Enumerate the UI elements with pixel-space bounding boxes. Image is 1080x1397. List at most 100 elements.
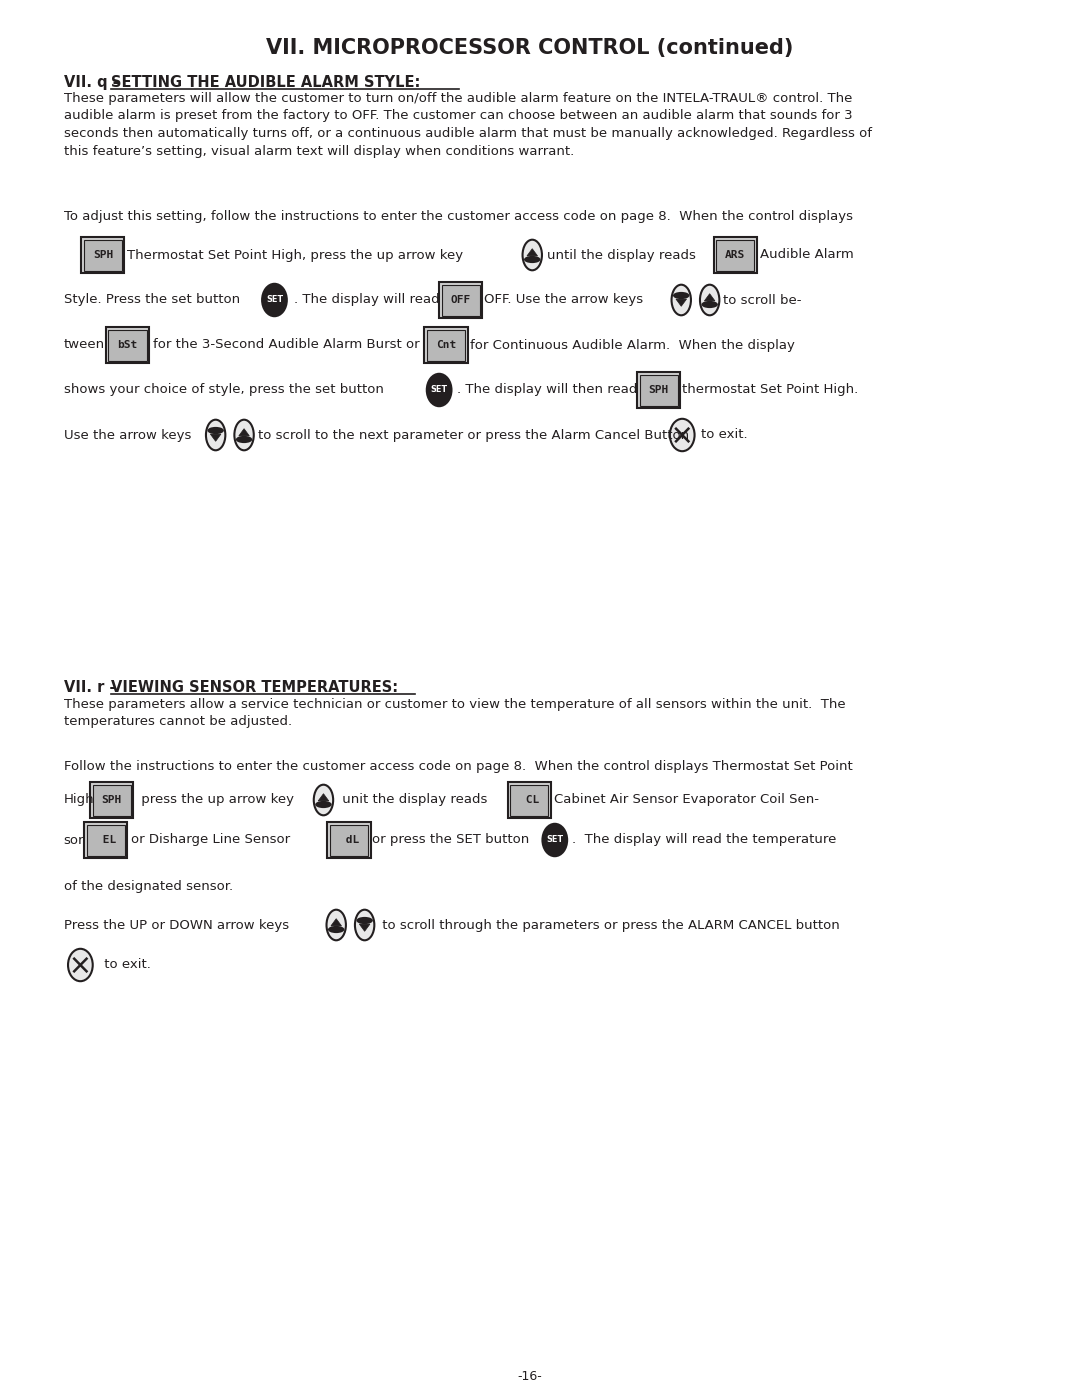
Polygon shape [330,919,341,926]
Ellipse shape [234,419,254,450]
Text: to scroll through the parameters or press the ALARM CANCEL button: to scroll through the parameters or pres… [378,918,840,932]
FancyBboxPatch shape [108,330,147,360]
Polygon shape [704,293,715,300]
Text: tween: tween [64,338,105,352]
FancyBboxPatch shape [424,327,468,363]
Text: Cabinet Air Sensor Evaporator Coil Sen-: Cabinet Air Sensor Evaporator Coil Sen- [554,793,819,806]
Text: SPH: SPH [93,250,113,260]
Text: of the designated sensor.: of the designated sensor. [64,880,233,893]
Text: unit the display reads: unit the display reads [338,793,487,806]
FancyBboxPatch shape [508,782,551,819]
Ellipse shape [235,436,253,443]
Text: Style. Press the set button: Style. Press the set button [64,293,240,306]
Ellipse shape [672,285,691,316]
Ellipse shape [355,909,375,940]
Text: VII. q -: VII. q - [64,75,123,89]
Text: Cnt: Cnt [436,339,456,351]
FancyBboxPatch shape [90,782,133,819]
FancyBboxPatch shape [442,285,480,316]
FancyBboxPatch shape [440,282,483,319]
Ellipse shape [314,785,333,816]
Polygon shape [319,793,328,800]
Text: to exit.: to exit. [100,958,151,971]
Text: . The display will read: . The display will read [294,293,440,306]
Text: Press the UP or DOWN arrow keys: Press the UP or DOWN arrow keys [64,918,288,932]
Text: Audible Alarm: Audible Alarm [759,249,853,261]
FancyBboxPatch shape [510,785,549,816]
Ellipse shape [673,292,689,299]
FancyBboxPatch shape [86,824,125,855]
FancyBboxPatch shape [329,824,368,855]
Text: to scroll to the next parameter or press the Alarm Cancel Button: to scroll to the next parameter or press… [258,429,689,441]
FancyBboxPatch shape [639,374,678,405]
Text: To adjust this setting, follow the instructions to enter the customer access cod: To adjust this setting, follow the instr… [64,210,853,224]
Text: shows your choice of style, press the set button: shows your choice of style, press the se… [64,384,383,397]
Polygon shape [360,923,370,932]
Text: -16-: -16- [517,1370,542,1383]
Text: ARS: ARS [725,250,745,260]
Ellipse shape [701,300,718,309]
Text: VII. r -: VII. r - [64,680,120,694]
Ellipse shape [326,909,346,940]
Ellipse shape [328,926,345,933]
Polygon shape [676,299,687,306]
FancyBboxPatch shape [714,237,757,272]
Text: CL: CL [519,795,539,805]
Ellipse shape [700,285,719,316]
Ellipse shape [356,916,373,923]
Text: bSt: bSt [118,339,137,351]
Text: EL: EL [96,835,116,845]
FancyBboxPatch shape [84,821,127,858]
Text: SET: SET [266,296,283,305]
Polygon shape [211,434,221,441]
Text: VIEWING SENSOR TEMPERATURES:: VIEWING SENSOR TEMPERATURES: [111,680,397,694]
Text: to scroll be-: to scroll be- [724,293,801,306]
Text: Use the arrow keys: Use the arrow keys [64,429,191,441]
Ellipse shape [207,427,224,434]
Text: OFF: OFF [450,295,471,305]
Ellipse shape [206,419,226,450]
Ellipse shape [542,824,567,856]
Ellipse shape [262,284,287,316]
Text: SPH: SPH [649,386,669,395]
Ellipse shape [68,949,93,981]
Text: for the 3-Second Audible Alarm Burst or: for the 3-Second Audible Alarm Burst or [153,338,419,352]
Text: press the up arrow key: press the up arrow key [137,793,294,806]
FancyBboxPatch shape [81,237,124,272]
Polygon shape [527,249,538,256]
Ellipse shape [315,800,332,807]
Ellipse shape [523,240,542,270]
Text: SETTING THE AUDIBLE ALARM STYLE:: SETTING THE AUDIBLE ALARM STYLE: [111,75,420,89]
Text: SPH: SPH [102,795,122,805]
Text: .  The display will read the temperature: . The display will read the temperature [572,834,837,847]
Text: SET: SET [546,835,564,845]
FancyBboxPatch shape [327,821,370,858]
Ellipse shape [524,256,540,263]
FancyBboxPatch shape [716,239,754,271]
FancyBboxPatch shape [84,239,122,271]
Text: SET: SET [431,386,448,394]
Text: VII. MICROPROCESSOR CONTROL (continued): VII. MICROPROCESSOR CONTROL (continued) [266,38,793,59]
Text: Follow the instructions to enter the customer access code on page 8.  When the c: Follow the instructions to enter the cus… [64,760,852,773]
Text: OFF. Use the arrow keys: OFF. Use the arrow keys [484,293,644,306]
FancyBboxPatch shape [106,327,149,363]
Text: or Disharge Line Sensor: or Disharge Line Sensor [132,834,291,847]
FancyBboxPatch shape [637,372,680,408]
Text: or press the SET button: or press the SET button [373,834,529,847]
Text: for Continuous Audible Alarm.  When the display: for Continuous Audible Alarm. When the d… [471,338,795,352]
FancyBboxPatch shape [427,330,465,360]
Polygon shape [239,429,249,436]
Ellipse shape [427,374,451,407]
Text: . The display will then read: . The display will then read [457,384,637,397]
Text: Thermostat Set Point High, press the up arrow key: Thermostat Set Point High, press the up … [127,249,463,261]
FancyBboxPatch shape [93,785,131,816]
Text: until the display reads: until the display reads [546,249,696,261]
Ellipse shape [670,419,694,451]
Text: to exit.: to exit. [701,429,747,441]
Text: dL: dL [339,835,359,845]
Text: sor: sor [64,834,84,847]
Text: These parameters allow a service technician or customer to view the temperature : These parameters allow a service technic… [64,698,846,728]
Text: thermostat Set Point High.: thermostat Set Point High. [683,384,859,397]
Text: High: High [64,793,94,806]
Text: These parameters will allow the customer to turn on/off the audible alarm featur: These parameters will allow the customer… [64,92,872,158]
